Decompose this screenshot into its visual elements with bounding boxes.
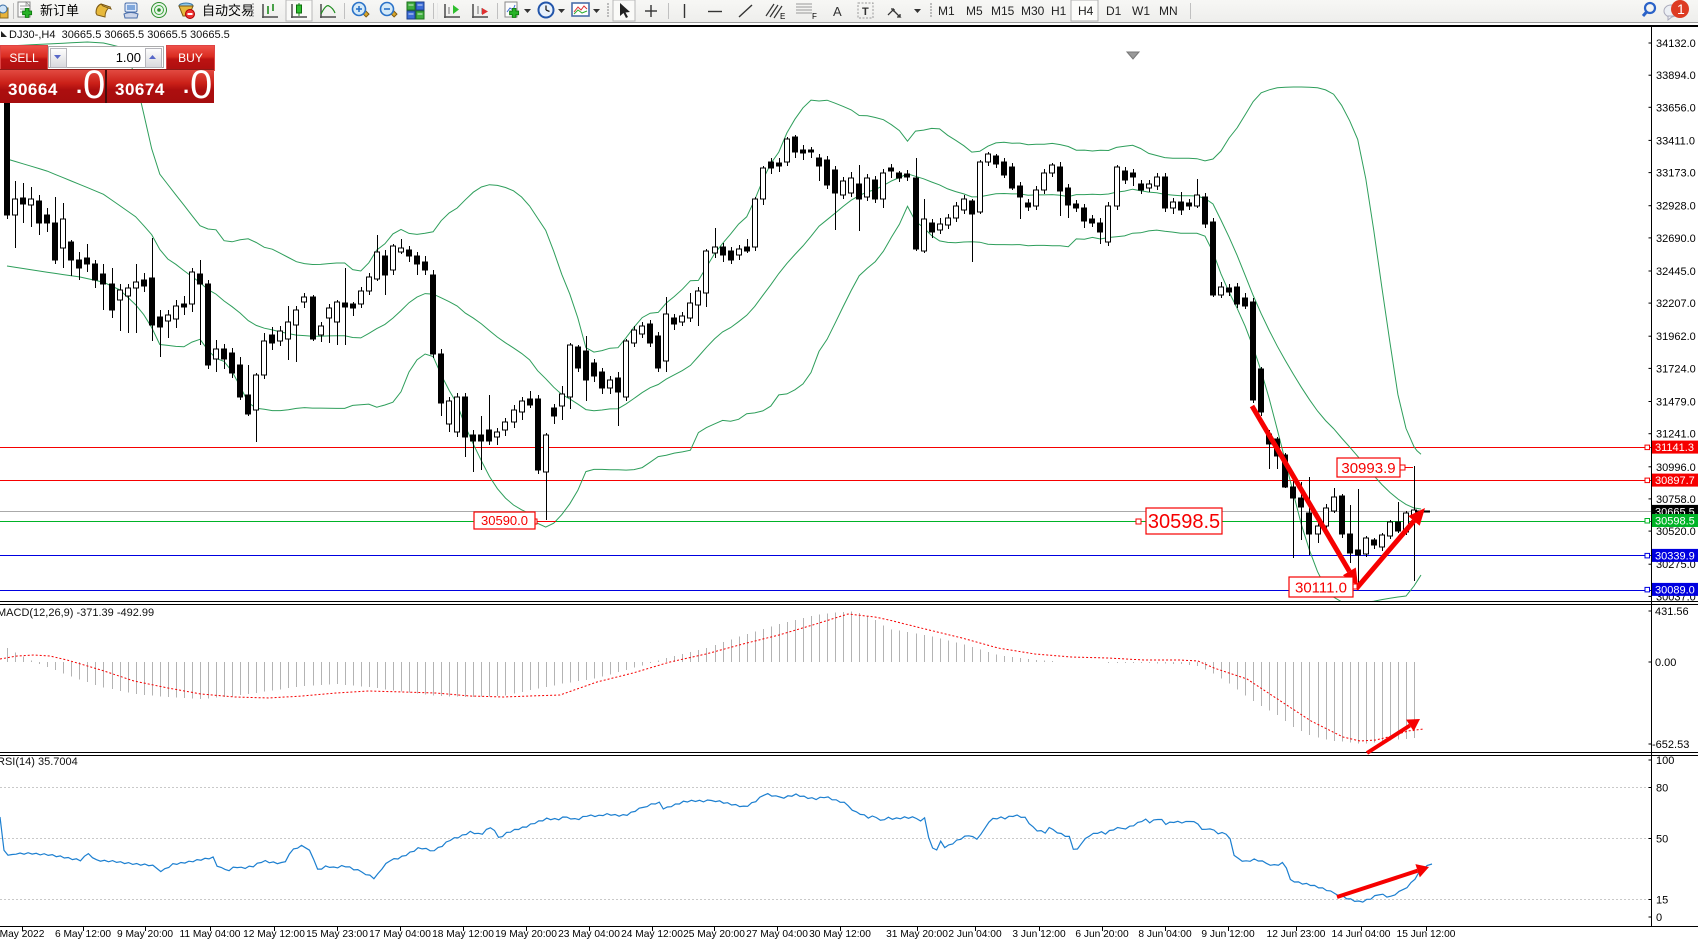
svg-text:31241.0: 31241.0: [1656, 429, 1696, 441]
svg-text:自动交易: 自动交易: [202, 3, 254, 18]
svg-text:M30: M30: [1021, 4, 1045, 18]
svg-text:30275.0: 30275.0: [1656, 559, 1696, 571]
svg-text:12 May 12:00: 12 May 12:00: [243, 929, 305, 939]
svg-text:12 Jun 23:00: 12 Jun 23:00: [1267, 929, 1326, 939]
svg-text:A: A: [833, 4, 842, 19]
svg-text:30598.5: 30598.5: [1148, 511, 1220, 533]
svg-text:30993.9: 30993.9: [1341, 460, 1395, 477]
svg-text:30996.0: 30996.0: [1656, 462, 1696, 474]
svg-text:H4: H4: [1078, 4, 1094, 18]
svg-text:31962.0: 31962.0: [1656, 331, 1696, 343]
svg-text:15 Jun 12:00: 15 Jun 12:00: [1397, 929, 1456, 939]
svg-text:1: 1: [1677, 1, 1685, 17]
svg-text:25 May 20:00: 25 May 20:00: [683, 929, 745, 939]
svg-text:34132.0: 34132.0: [1656, 38, 1696, 50]
svg-text:9 Jun 12:00: 9 Jun 12:00: [1201, 929, 1255, 939]
svg-text:-652.53: -652.53: [1652, 739, 1689, 751]
svg-text:32690.0: 32690.0: [1656, 233, 1696, 245]
svg-text:18 May 12:00: 18 May 12:00: [432, 929, 494, 939]
svg-text:30520.0: 30520.0: [1656, 526, 1696, 538]
svg-text:M15: M15: [991, 4, 1015, 18]
svg-text:9 May 20:00: 9 May 20:00: [117, 929, 173, 939]
svg-text:31 May 20:00: 31 May 20:00: [886, 929, 948, 939]
svg-text:M1: M1: [938, 4, 955, 18]
svg-text:H1: H1: [1051, 4, 1067, 18]
svg-text:431.56: 431.56: [1655, 606, 1689, 618]
svg-text:17 May 04:00: 17 May 04:00: [369, 929, 431, 939]
svg-text:30590.0: 30590.0: [481, 513, 528, 528]
svg-text:100: 100: [1656, 755, 1674, 767]
svg-text:F: F: [812, 12, 817, 21]
svg-text:32445.0: 32445.0: [1656, 266, 1696, 278]
svg-text:80: 80: [1656, 783, 1668, 795]
svg-text:E: E: [780, 12, 785, 21]
svg-text:6 May 12:00: 6 May 12:00: [55, 929, 111, 939]
svg-text:24 May 12:00: 24 May 12:00: [621, 929, 683, 939]
svg-text:30111.0: 30111.0: [1295, 579, 1347, 596]
svg-text:32928.0: 32928.0: [1656, 201, 1696, 213]
svg-text:33411.0: 33411.0: [1656, 135, 1695, 147]
svg-text:May 2022: May 2022: [0, 929, 45, 939]
svg-text:19 May 20:00: 19 May 20:00: [495, 929, 557, 939]
svg-text:8 Jun 04:00: 8 Jun 04:00: [1138, 929, 1192, 939]
svg-text:30089.0: 30089.0: [1655, 584, 1695, 596]
svg-text:33656.0: 33656.0: [1656, 102, 1696, 114]
svg-text:15: 15: [1656, 895, 1668, 907]
svg-text:0: 0: [1656, 912, 1662, 924]
svg-text:27 May 04:00: 27 May 04:00: [746, 929, 808, 939]
svg-text:23 May 04:00: 23 May 04:00: [558, 929, 620, 939]
svg-text:M5: M5: [966, 4, 983, 18]
svg-text:32207.0: 32207.0: [1656, 298, 1696, 310]
svg-text:T: T: [862, 6, 869, 18]
svg-text:30758.0: 30758.0: [1656, 494, 1696, 506]
svg-text:2 Jun 04:00: 2 Jun 04:00: [948, 929, 1002, 939]
svg-text:3 Jun 12:00: 3 Jun 12:00: [1012, 929, 1066, 939]
svg-text:31479.0: 31479.0: [1656, 397, 1696, 409]
svg-text:11 May 04:00: 11 May 04:00: [180, 929, 241, 939]
svg-text:RSI(14) 35.7004: RSI(14) 35.7004: [0, 756, 78, 768]
svg-text:15 May 23:00: 15 May 23:00: [306, 929, 368, 939]
svg-text:D1: D1: [1106, 4, 1122, 18]
svg-text:31724.0: 31724.0: [1656, 363, 1696, 375]
svg-text:33173.0: 33173.0: [1656, 168, 1696, 180]
svg-text:DJ30-,H4 30665.5 30665.5 3066: DJ30-,H4 30665.5 30665.5 30665.5 30665.5: [9, 29, 230, 41]
svg-text:MACD(12,26,9) -371.39 -492.99: MACD(12,26,9) -371.39 -492.99: [0, 607, 154, 619]
svg-text:33894.0: 33894.0: [1656, 70, 1696, 82]
svg-text:0.00: 0.00: [1655, 657, 1676, 669]
svg-text:30897.7: 30897.7: [1655, 475, 1695, 487]
svg-text:30598.5: 30598.5: [1655, 516, 1695, 528]
svg-text:30 May 12:00: 30 May 12:00: [809, 929, 871, 939]
svg-text:31141.3: 31141.3: [1655, 442, 1694, 454]
svg-text:50: 50: [1656, 834, 1668, 846]
svg-text:新订单: 新订单: [40, 3, 79, 18]
svg-text:14 Jun 04:00: 14 Jun 04:00: [1332, 929, 1391, 939]
svg-text:30339.9: 30339.9: [1655, 550, 1695, 562]
svg-text:MN: MN: [1159, 4, 1178, 18]
svg-text:W1: W1: [1132, 4, 1150, 18]
svg-text:6 Jun 20:00: 6 Jun 20:00: [1075, 929, 1129, 939]
